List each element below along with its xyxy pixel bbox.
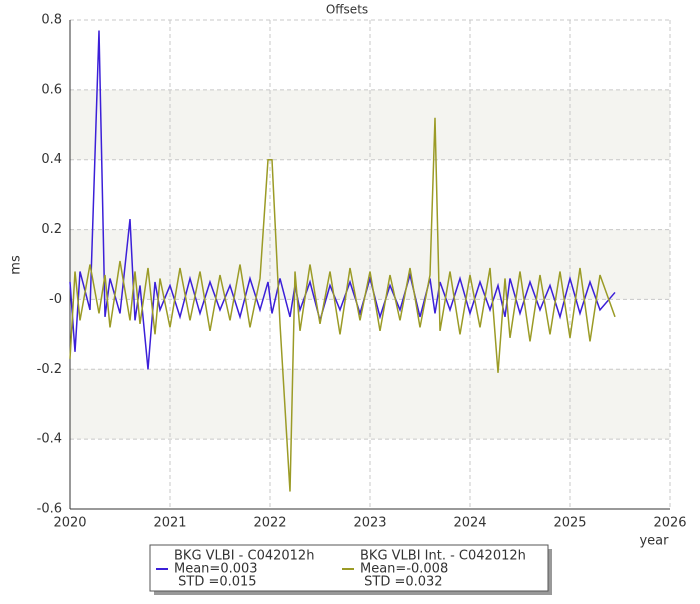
y-tick-label: 0.6	[41, 82, 62, 97]
y-tick-label: 0.4	[41, 152, 62, 167]
x-tick-label: 2024	[453, 516, 486, 531]
x-tick-label: 2020	[53, 516, 86, 531]
y-tick-label: -0.2	[37, 362, 62, 377]
x-tick-label: 2025	[553, 516, 586, 531]
legend-stat: STD =0.015	[174, 575, 257, 590]
y-tick-label: -0	[49, 292, 62, 307]
x-tick-label: 2023	[353, 516, 386, 531]
legend-stat: STD =0.032	[360, 575, 443, 590]
x-axis-label: year	[639, 534, 669, 549]
y-axis-label: ms	[9, 255, 24, 275]
x-tick-label: 2022	[253, 516, 286, 531]
legend-stat: Mean=-0.008	[360, 562, 448, 577]
x-tick-label: 2026	[653, 516, 686, 531]
series-line	[69, 117, 616, 492]
legend-stat: Mean=0.003	[174, 562, 258, 577]
x-tick-label: 2021	[153, 516, 186, 531]
chart-title: Offsets	[326, 3, 368, 17]
legend-label: BKG VLBI Int. - C042012h	[360, 549, 526, 564]
legend-label: BKG VLBI - C042012h	[174, 549, 314, 564]
y-tick-label: 0.2	[41, 222, 62, 237]
y-tick-label: 0.8	[41, 13, 62, 28]
y-tick-label: -0.6	[37, 502, 62, 517]
y-tick-label: -0.4	[37, 432, 62, 447]
